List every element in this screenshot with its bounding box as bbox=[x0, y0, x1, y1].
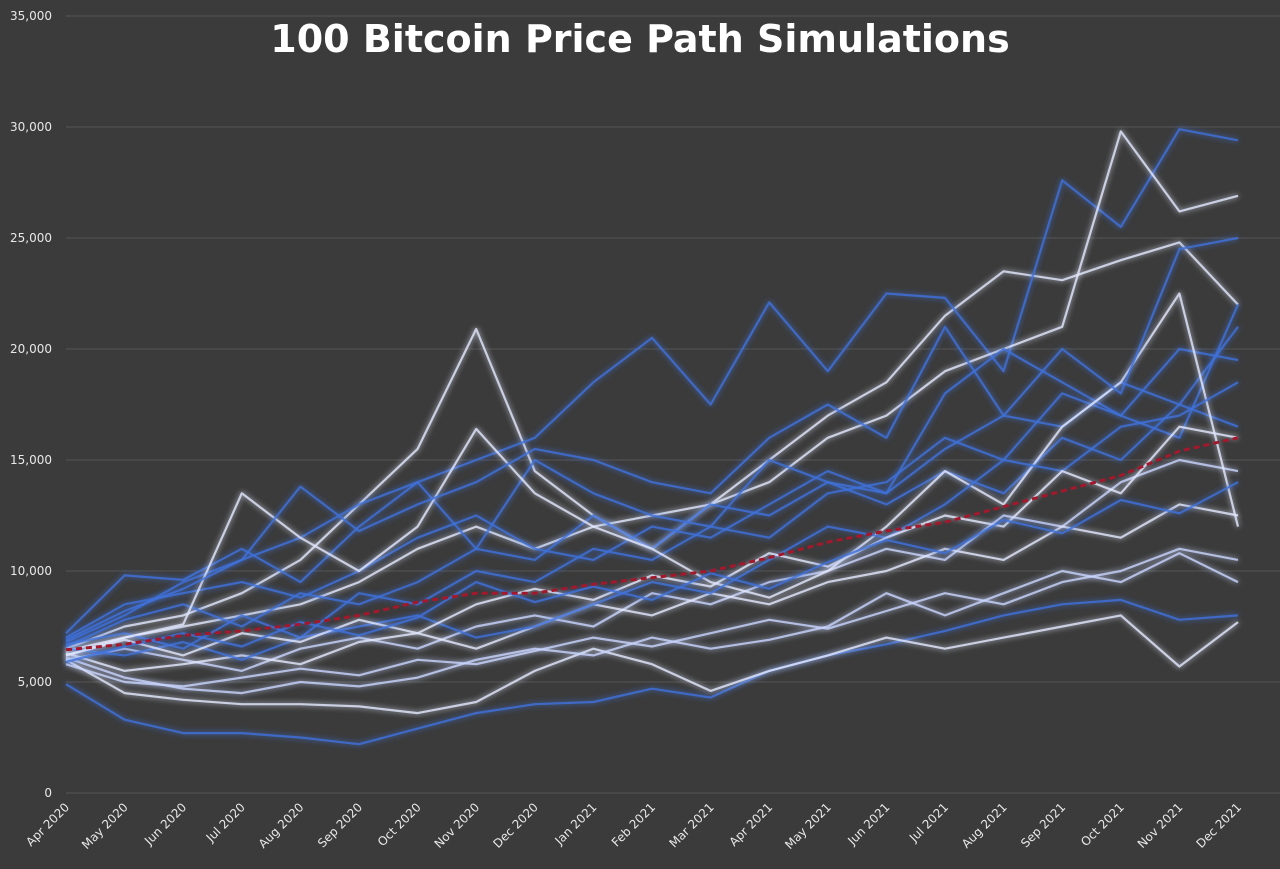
path-line bbox=[65, 552, 1239, 695]
mean-line bbox=[65, 436, 1239, 652]
path-line bbox=[65, 598, 1239, 746]
path-line bbox=[65, 292, 1240, 652]
y-tick-label: 35,000 bbox=[10, 9, 52, 23]
y-tick-label: 25,000 bbox=[10, 231, 52, 245]
y-tick-label: 10,000 bbox=[10, 564, 52, 578]
path-line bbox=[65, 614, 1239, 715]
path-line bbox=[65, 347, 1239, 650]
lines bbox=[65, 128, 1240, 746]
y-tick-label: 0 bbox=[44, 786, 52, 800]
path-line bbox=[65, 458, 1239, 673]
y-tick-label: 5,000 bbox=[18, 675, 52, 689]
grid bbox=[66, 15, 1280, 794]
path-line bbox=[65, 481, 1239, 664]
path-line bbox=[65, 236, 1239, 641]
y-tick-label: 30,000 bbox=[10, 120, 52, 134]
y-tick-label: 15,000 bbox=[10, 453, 52, 467]
path-line bbox=[65, 503, 1239, 673]
path-line bbox=[65, 425, 1239, 657]
y-tick-label: 20,000 bbox=[10, 342, 52, 356]
path-line bbox=[65, 547, 1239, 688]
chart-title: 100 Bitcoin Price Path Simulations bbox=[270, 17, 1009, 61]
path-line bbox=[65, 128, 1239, 644]
path-line bbox=[65, 381, 1239, 661]
path-line bbox=[65, 326, 1239, 639]
